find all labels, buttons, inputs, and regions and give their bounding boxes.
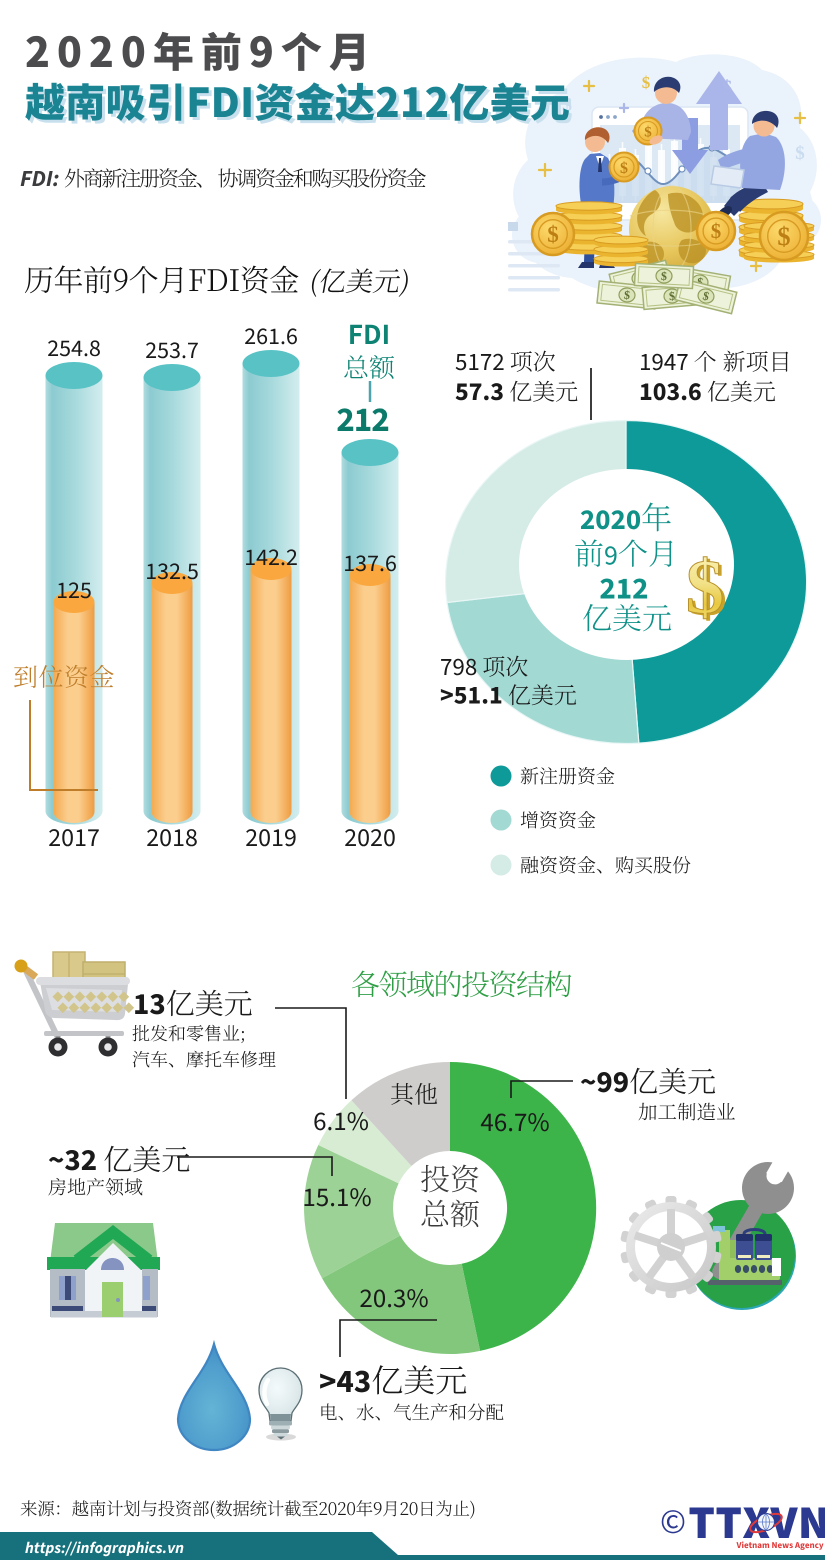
svg-text:$: $ <box>644 125 652 141</box>
svg-text:$: $ <box>661 269 668 283</box>
svg-text:$: $ <box>777 221 790 251</box>
svg-text:$: $ <box>689 546 728 632</box>
svg-text:$: $ <box>642 73 651 92</box>
svg-text:$: $ <box>668 289 675 303</box>
svg-text:$: $ <box>686 544 725 630</box>
svg-text:$: $ <box>623 288 630 303</box>
svg-text:$: $ <box>722 76 733 100</box>
svg-text:$: $ <box>562 94 572 116</box>
svg-text:$: $ <box>547 221 559 247</box>
svg-text:$: $ <box>620 160 628 177</box>
svg-text:$: $ <box>701 288 710 303</box>
svg-text:$: $ <box>795 143 805 164</box>
svg-text:$: $ <box>711 219 721 243</box>
